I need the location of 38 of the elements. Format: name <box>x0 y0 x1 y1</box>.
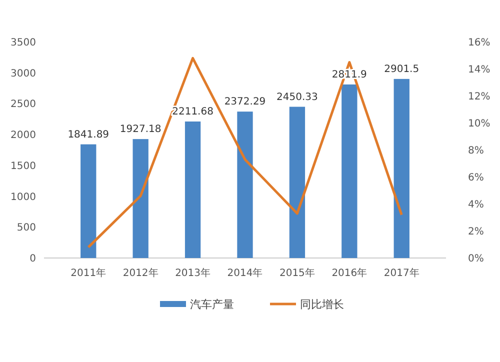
data-label: 1841.89 <box>68 129 110 140</box>
y-tick-label: 2000 <box>10 130 36 142</box>
y-tick-label: 3000 <box>10 68 36 80</box>
y2-tick-label: 14% <box>468 64 490 76</box>
bar <box>289 106 306 258</box>
x-tick-label: 2014年 <box>227 267 263 279</box>
bar <box>342 84 358 258</box>
bar <box>237 112 253 258</box>
bar <box>394 78 410 258</box>
y-tick-label: 500 <box>16 222 36 234</box>
y-tick-label: 1500 <box>10 160 36 172</box>
bar <box>80 144 96 258</box>
bar <box>184 122 201 258</box>
data-label: 2372.29 <box>224 96 266 108</box>
y2-tick-label: 16% <box>468 38 490 48</box>
x-tick-label: 2017年 <box>384 267 420 279</box>
y2-tick-label: 0% <box>468 254 484 264</box>
y-tick-label: 2500 <box>10 99 36 110</box>
x-tick-label: 2012年 <box>122 267 158 279</box>
y2-tick-label: 6% <box>468 172 484 184</box>
data-label: 1927.18 <box>120 124 162 136</box>
legend-label: 汽车产量 <box>190 298 234 311</box>
y-tick-label: 1000 <box>10 192 36 203</box>
legend-label: 同比增长 <box>300 298 344 311</box>
x-tick-label: 2016年 <box>332 267 368 279</box>
x-tick-label: 2015年 <box>279 267 315 279</box>
y2-tick-label: 2% <box>468 226 484 238</box>
bar <box>132 139 148 258</box>
y2-tick-label: 4% <box>468 200 484 210</box>
y-tick-label: 0 <box>30 254 36 264</box>
data-label: 2901.5 <box>384 64 420 75</box>
y2-tick-label: 12% <box>468 92 490 102</box>
y-tick-label: 3500 <box>10 38 36 48</box>
data-label: 2450.33 <box>276 92 318 103</box>
x-tick-label: 2013年 <box>175 267 211 279</box>
y2-tick-label: 10% <box>468 118 490 130</box>
y2-tick-label: 8% <box>468 146 484 156</box>
x-tick-label: 2011年 <box>70 267 106 279</box>
